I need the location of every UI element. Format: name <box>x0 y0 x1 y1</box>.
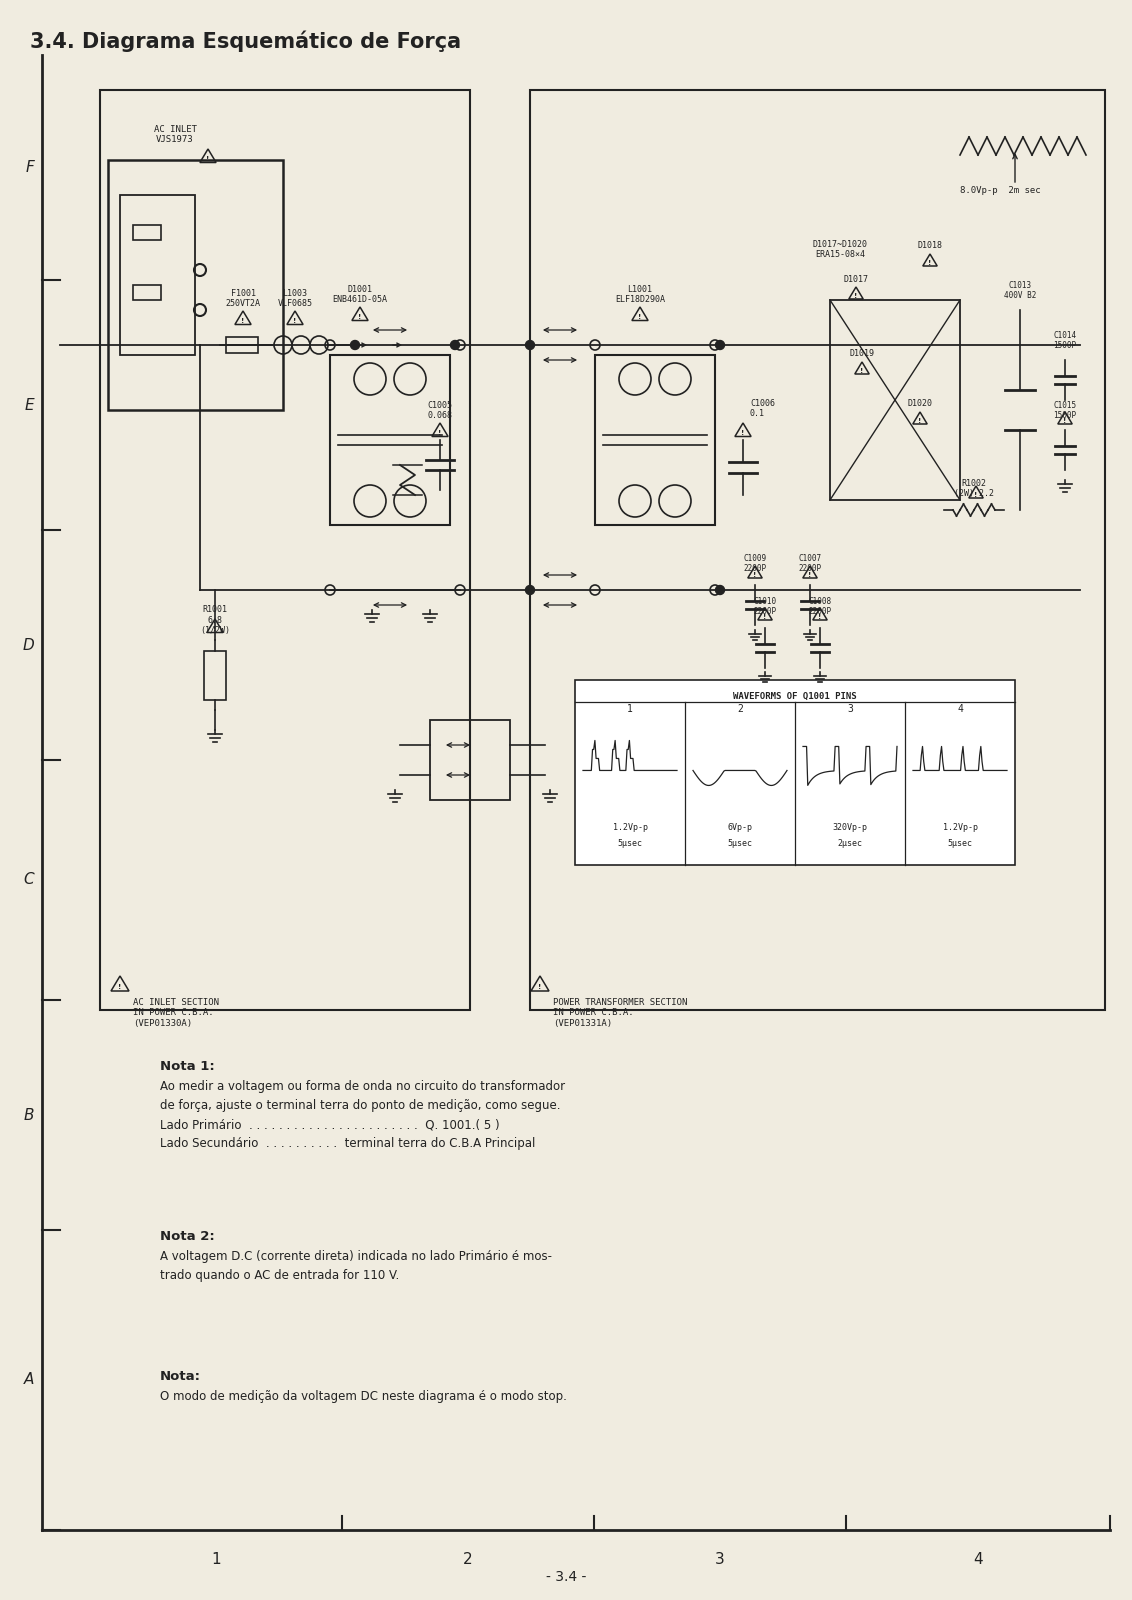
Bar <box>132 226 161 240</box>
Circle shape <box>715 586 724 595</box>
Bar <box>132 285 161 301</box>
Text: !: ! <box>206 155 209 162</box>
Text: !: ! <box>539 984 541 990</box>
Text: !: ! <box>1063 418 1066 424</box>
Text: !: ! <box>438 430 441 435</box>
Text: Nota:: Nota: <box>160 1370 201 1382</box>
Text: Ao medir a voltagem ou forma de onda no circuito do transformador
de força, ajus: Ao medir a voltagem ou forma de onda no … <box>160 1080 565 1150</box>
Text: WAVEFORMS OF Q1001 PINS: WAVEFORMS OF Q1001 PINS <box>734 691 857 701</box>
Text: C1005
0.068: C1005 0.068 <box>428 400 453 419</box>
Text: R1002
(2W) 2.2: R1002 (2W) 2.2 <box>954 478 994 498</box>
Text: D: D <box>23 637 34 653</box>
Text: 6Vp-p: 6Vp-p <box>728 822 753 832</box>
Text: 5μsec: 5μsec <box>947 838 972 848</box>
Text: !: ! <box>818 614 822 619</box>
Text: Nota 2:: Nota 2: <box>160 1230 215 1243</box>
Text: !: ! <box>741 430 745 435</box>
Text: D1017: D1017 <box>843 275 868 285</box>
Text: !: ! <box>860 368 864 374</box>
Text: 3: 3 <box>715 1552 724 1566</box>
Text: C1008
2200P: C1008 2200P <box>808 597 832 616</box>
Bar <box>226 338 258 354</box>
Text: Nota 1:: Nota 1: <box>160 1059 215 1074</box>
Bar <box>204 651 226 699</box>
Text: O modo de medição da voltagem DC neste diagrama é o modo stop.: O modo de medição da voltagem DC neste d… <box>160 1390 567 1403</box>
Text: !: ! <box>754 571 756 578</box>
Text: !: ! <box>119 984 121 990</box>
Text: D1017~D1020
ERA15-08×4: D1017~D1020 ERA15-08×4 <box>813 240 867 259</box>
Text: 3: 3 <box>847 704 852 714</box>
Text: C1006
0.1: C1006 0.1 <box>751 398 775 418</box>
Text: F1001
250VT2A: F1001 250VT2A <box>225 288 260 307</box>
Bar <box>830 301 960 499</box>
Text: C1014
1500P: C1014 1500P <box>1054 331 1077 350</box>
Text: A: A <box>24 1373 34 1387</box>
Text: 1: 1 <box>212 1552 221 1566</box>
Text: - 3.4 -: - 3.4 - <box>546 1570 586 1584</box>
Text: !: ! <box>359 314 361 320</box>
Text: 8.0Vp-p  2m sec: 8.0Vp-p 2m sec <box>960 186 1040 195</box>
Text: C1009
2200P: C1009 2200P <box>744 554 766 573</box>
Text: A voltagem D.C (corrente direta) indicada no lado Primário é mos-
trado quando o: A voltagem D.C (corrente direta) indicad… <box>160 1250 552 1282</box>
Text: 2: 2 <box>737 704 743 714</box>
Bar <box>530 90 1105 1010</box>
Text: D1019: D1019 <box>849 349 875 358</box>
Text: 3.4. Diagrama Esquemático de Força: 3.4. Diagrama Esquemático de Força <box>31 30 461 51</box>
Circle shape <box>351 341 360 349</box>
Text: E: E <box>25 397 34 413</box>
Text: AC INLET
VJS1973: AC INLET VJS1973 <box>154 125 197 144</box>
Text: C: C <box>24 872 34 888</box>
Text: 1.2Vp-p: 1.2Vp-p <box>612 822 648 832</box>
Text: B: B <box>24 1107 34 1123</box>
Text: !: ! <box>975 491 978 498</box>
Bar <box>595 355 715 525</box>
Bar <box>331 355 451 525</box>
Text: AC INLET SECTION
IN POWER C.B.A.
(VEP01330A): AC INLET SECTION IN POWER C.B.A. (VEP013… <box>132 998 218 1027</box>
Text: C1007
2200P: C1007 2200P <box>798 554 822 573</box>
Text: 4: 4 <box>974 1552 983 1566</box>
Text: !: ! <box>293 318 297 323</box>
Circle shape <box>525 586 534 595</box>
Text: D1001
ENB461D-05A: D1001 ENB461D-05A <box>333 285 387 304</box>
Text: L1003
VLF0685: L1003 VLF0685 <box>277 288 312 307</box>
Text: !: ! <box>213 626 216 632</box>
Text: !: ! <box>928 259 932 266</box>
Text: L1001
ELF18D290A: L1001 ELF18D290A <box>615 285 664 304</box>
Bar <box>575 680 1015 866</box>
Text: 2μsec: 2μsec <box>838 838 863 848</box>
Text: !: ! <box>918 418 921 424</box>
Text: D1020: D1020 <box>908 398 933 408</box>
Circle shape <box>715 341 724 349</box>
Circle shape <box>451 341 460 349</box>
Text: 4: 4 <box>957 704 963 714</box>
Text: F: F <box>25 160 34 174</box>
Circle shape <box>525 341 534 349</box>
Text: !: ! <box>855 293 858 299</box>
Bar <box>120 195 195 355</box>
Text: POWER TRANSFORMER SECTION
IN POWER C.B.A.
(VEP01331A): POWER TRANSFORMER SECTION IN POWER C.B.A… <box>554 998 687 1027</box>
Text: 5μsec: 5μsec <box>617 838 643 848</box>
Text: C1013
400V B2: C1013 400V B2 <box>1004 280 1036 301</box>
Text: 1.2Vp-p: 1.2Vp-p <box>943 822 978 832</box>
Text: !: ! <box>241 318 245 323</box>
Text: D1018: D1018 <box>918 242 943 250</box>
Text: 2: 2 <box>463 1552 473 1566</box>
Text: !: ! <box>763 614 766 619</box>
Bar <box>430 720 511 800</box>
Text: 5μsec: 5μsec <box>728 838 753 848</box>
Bar <box>100 90 470 1010</box>
Text: !: ! <box>638 314 642 320</box>
Text: C1010
2200P: C1010 2200P <box>754 597 777 616</box>
Text: R1001
6.8
(1/2W): R1001 6.8 (1/2W) <box>200 605 230 635</box>
Text: C1015
1500P: C1015 1500P <box>1054 400 1077 419</box>
Bar <box>108 160 283 410</box>
Text: 1: 1 <box>627 704 633 714</box>
Text: !: ! <box>808 571 812 578</box>
Text: 320Vp-p: 320Vp-p <box>832 822 867 832</box>
